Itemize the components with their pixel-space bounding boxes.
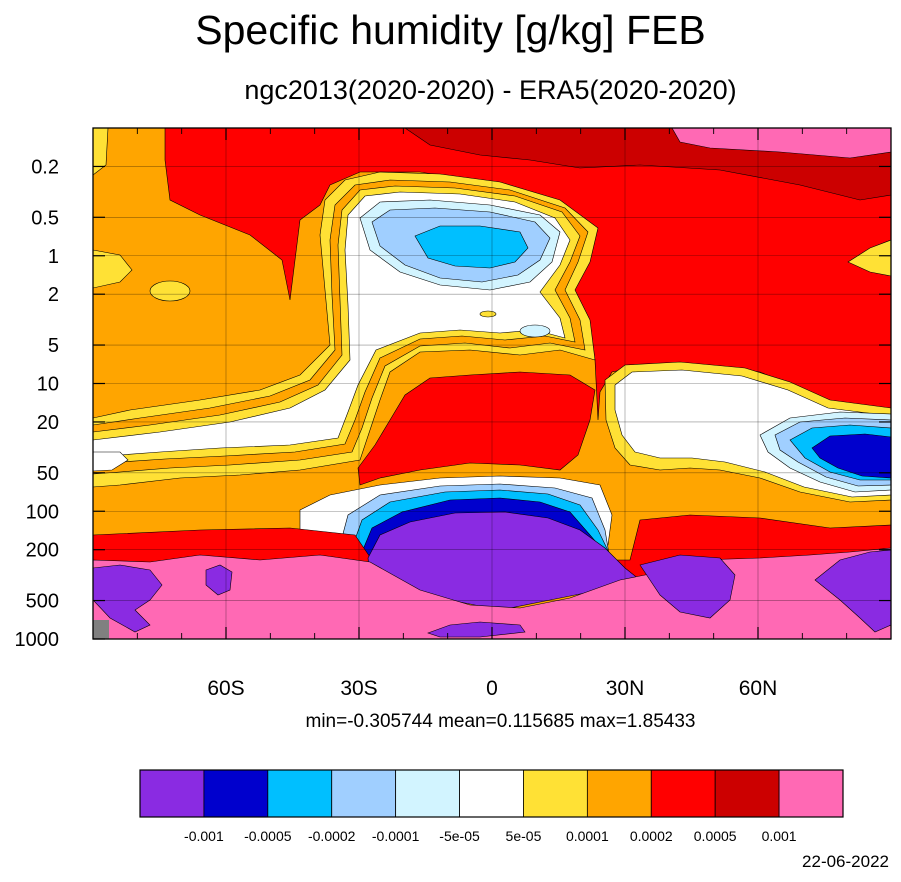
region-purple-left-blob — [205, 564, 233, 596]
region-red-central — [357, 371, 596, 486]
colorbar-swatch — [395, 769, 460, 818]
y-tick-label: 20 — [37, 412, 59, 434]
colorbar-frame — [139, 769, 844, 818]
colorbar-label: 0.0002 — [630, 828, 673, 844]
region-white-left-blob — [93, 451, 129, 472]
colorbar-swatch — [650, 769, 716, 818]
y-tick-label: 0.2 — [31, 156, 59, 178]
y-tick-label: 100 — [26, 501, 59, 523]
y-tick-label: 1000 — [15, 629, 60, 651]
y-tick-label: 200 — [26, 540, 59, 562]
colorbar-swatch — [139, 769, 205, 818]
colorbar-swatch — [203, 769, 269, 818]
colorbar-swatch — [523, 769, 588, 818]
colorbar-swatch — [331, 769, 397, 818]
colorbar-label: -0.001 — [184, 828, 224, 844]
region-missing — [93, 620, 109, 639]
x-tick-label: 30N — [606, 677, 645, 700]
x-tick-label: 0 — [486, 677, 498, 700]
chart-subtitle: ngc2013(2020-2020) - ERA5(2020-2020) — [244, 75, 737, 105]
colorbar-label: 0.0001 — [566, 828, 609, 844]
region-purple-far-right — [814, 549, 891, 633]
colorbar-label: -0.0005 — [244, 828, 292, 844]
colorbar-label: -5e-05 — [439, 828, 480, 844]
colorbar-swatch — [586, 769, 652, 818]
y-tick-label: 5 — [48, 335, 59, 357]
chart-title: Specific humidity [g/kg] FEB — [195, 7, 706, 53]
region-yellow-left-top — [93, 128, 109, 176]
colorbar: -0.001 -0.0005 -0.0002 -0.0001 -5e-05 5e-05 0.… — [139, 769, 844, 844]
colorbar-label: 0.001 — [762, 828, 797, 844]
colorbar-label: 0.0005 — [694, 828, 737, 844]
region-pink-top-right — [671, 128, 891, 159]
contour-field — [93, 128, 891, 639]
region-purple-left — [93, 564, 163, 633]
colorbar-label: -0.0001 — [372, 828, 420, 844]
colorbar-swatch — [778, 769, 844, 818]
y-tick-label: 1 — [48, 246, 59, 268]
x-tick-label: 60S — [207, 677, 244, 700]
y-tick-label: 500 — [26, 591, 59, 613]
y-tick-label: 10 — [37, 374, 59, 396]
colorbar-swatch — [714, 769, 780, 818]
x-tick-label: 60N — [739, 677, 778, 700]
region-cyan-upper — [414, 225, 529, 269]
region-purple-right — [639, 554, 736, 619]
region-yellow-blob-left — [149, 280, 191, 302]
colorbar-label: -0.0002 — [308, 828, 356, 844]
region-lightcyan-blob — [519, 324, 551, 338]
y-tick-label: 50 — [37, 463, 59, 485]
x-axis: 60S 30S 0 30N 60N — [92, 128, 892, 700]
y-axis: 0.2 0.5 1 2 5 10 20 50 100 200 500 1000 — [15, 156, 891, 651]
region-blue-right — [811, 433, 891, 479]
x-tick-label: 30S — [340, 677, 377, 700]
region-yellow-right-blob — [847, 239, 891, 277]
region-purple-surface — [427, 621, 526, 638]
region-yellow-left-mid — [93, 249, 133, 289]
y-tick-label: 0.5 — [31, 207, 59, 229]
y-tick-label: 2 — [48, 284, 59, 306]
stats-text: min=-0.305744 mean=0.115685 max=1.85433 — [305, 711, 696, 732]
date-stamp: 22-06-2022 — [802, 852, 889, 871]
colorbar-swatch — [459, 769, 524, 818]
colorbar-swatch — [267, 769, 333, 818]
colorbar-label: 5e-05 — [506, 828, 542, 844]
region-yellow-dot — [479, 310, 497, 318]
